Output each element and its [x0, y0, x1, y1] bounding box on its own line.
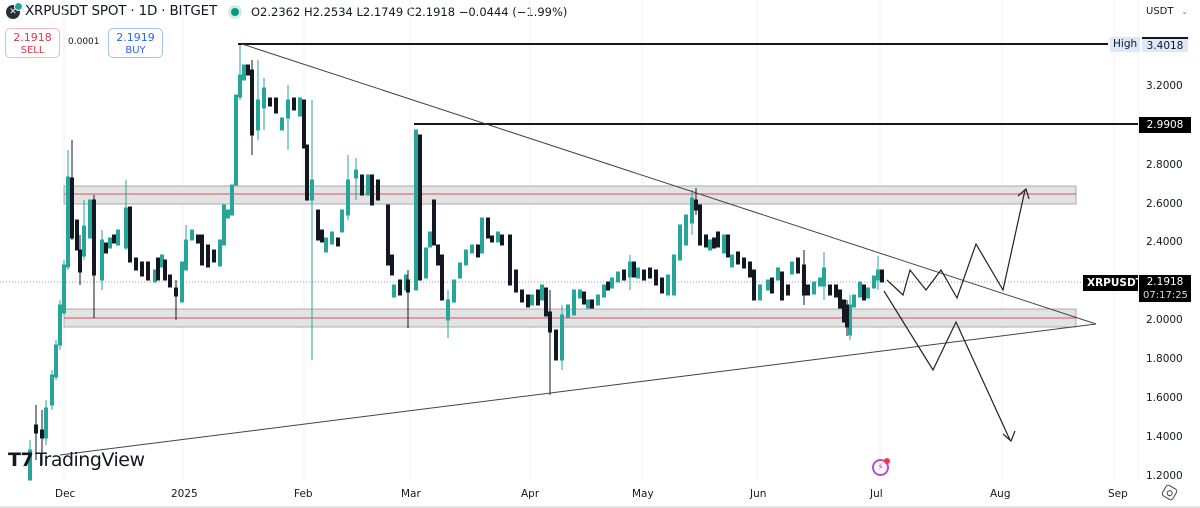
- price-tick: 2.4000: [1146, 236, 1183, 248]
- support-zone: [63, 308, 1077, 328]
- sell-price: 2.1918: [13, 31, 52, 44]
- time-tick: Feb: [294, 488, 313, 500]
- currency-label: USDT: [1146, 6, 1174, 17]
- tradingview-logo-icon: T7: [8, 449, 34, 471]
- logo-text: TradingView: [35, 449, 145, 471]
- price-tick: 1.6000: [1146, 392, 1183, 404]
- price-tick: 2.0000: [1146, 314, 1183, 326]
- chart-header: ✕ XRPUSDT SPOT · 1D · BITGET O2.2362 H2.…: [0, 0, 1200, 24]
- resistance-zone: [63, 185, 1077, 205]
- current-price: 2.1918: [1146, 276, 1184, 288]
- buy-label: BUY: [125, 45, 146, 56]
- symbol-title[interactable]: XRPUSDT SPOT · 1D · BITGET: [25, 3, 217, 19]
- time-tick: 2025: [171, 488, 198, 500]
- time-tick: Apr: [521, 488, 540, 500]
- currency-selector[interactable]: USDT ⌄: [1142, 3, 1192, 21]
- symbol-price-tag: XRPUSDT: [1083, 275, 1143, 291]
- xrp-icon: ✕: [6, 2, 23, 19]
- bar-countdown: 07:17:25: [1143, 290, 1188, 301]
- market-status-icon: [231, 8, 239, 16]
- ohlc-values: O2.2362 H2.2534 L2.1749 C2.1918 −0.0444 …: [251, 5, 568, 19]
- lower-trendline[interactable]: [59, 323, 1097, 456]
- tradingview-logo[interactable]: T7 TradingView: [8, 449, 145, 471]
- time-tick: Aug: [990, 488, 1011, 500]
- time-tick: Mar: [401, 488, 421, 500]
- buy-price: 2.1919: [116, 31, 155, 44]
- exchange-badge-icon: [14, 2, 23, 11]
- time-tick: Dec: [55, 488, 76, 500]
- chevron-down-icon: ⌄: [1181, 7, 1188, 16]
- price-tick: 3.2000: [1146, 80, 1183, 92]
- price-tick: 2.6000: [1146, 198, 1183, 210]
- lightning-icon[interactable]: ⚡: [872, 458, 890, 476]
- high-value-tag: 3.4018: [1142, 37, 1188, 52]
- price-axis[interactable]: 3.2000 2.8000 2.6000 2.4000 2.0000 1.800…: [1146, 80, 1183, 482]
- bearish-projection: [883, 290, 1016, 443]
- time-tick: Sep: [1108, 488, 1128, 500]
- time-tick: May: [632, 488, 654, 500]
- time-axis[interactable]: Dec 2025 Feb Mar Apr May Jun Jul Aug Sep: [55, 488, 1128, 500]
- price-tick: 1.8000: [1146, 353, 1183, 365]
- current-price-tag: 2.1918 07:17:25: [1139, 275, 1191, 302]
- sell-button[interactable]: 2.1918 SELL: [5, 28, 60, 58]
- price-tick: 1.2000: [1146, 470, 1183, 482]
- candles: [28, 45, 884, 481]
- time-tick: Jun: [749, 488, 766, 500]
- price-tick: 2.8000: [1146, 159, 1183, 171]
- grid-lines: [63, 0, 1115, 480]
- sell-label: SELL: [20, 45, 45, 56]
- spread-value: 0.0001: [68, 37, 100, 47]
- level-price-tag: 2.9908: [1139, 117, 1191, 133]
- bottom-border: [0, 506, 1200, 508]
- high-label: High: [1110, 37, 1141, 52]
- notification-dot-icon: [884, 458, 890, 464]
- time-tick: Jul: [869, 488, 883, 500]
- price-tick: 1.4000: [1146, 431, 1183, 443]
- bullish-projection: [886, 187, 1030, 300]
- buy-button[interactable]: 2.1919 BUY: [108, 28, 163, 58]
- upper-trendline[interactable]: [241, 43, 1097, 325]
